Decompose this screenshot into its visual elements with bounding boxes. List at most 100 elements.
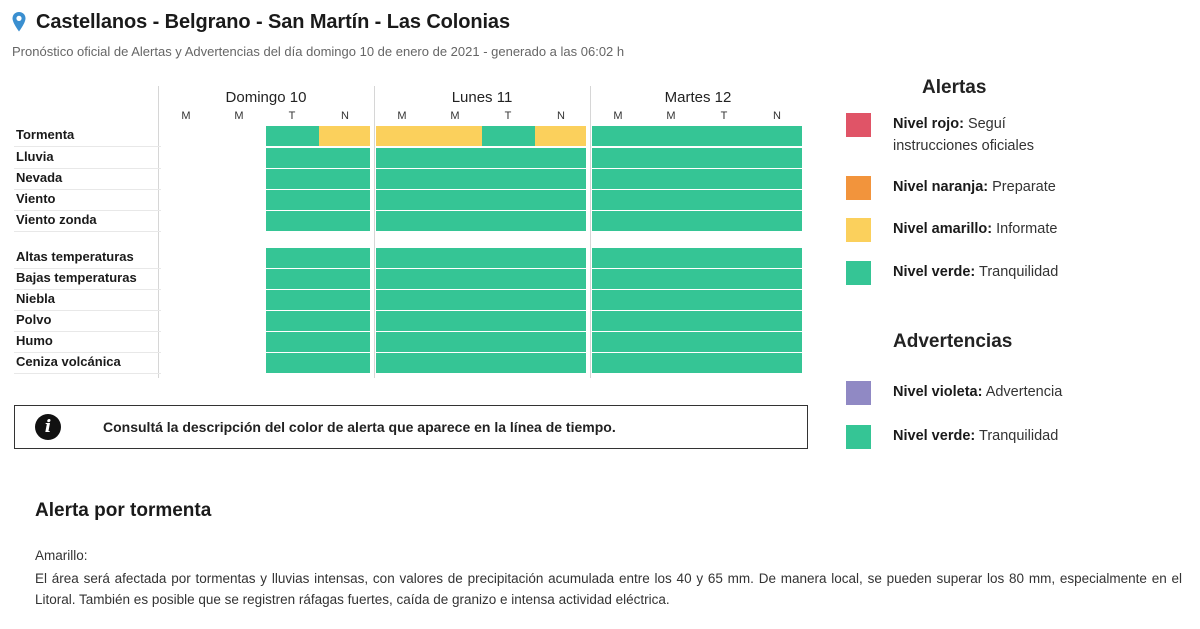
timeline-cell[interactable] [319, 169, 370, 189]
timeline-cell[interactable] [266, 248, 319, 268]
timeline-cell[interactable] [376, 248, 429, 268]
timeline-cell[interactable] [645, 148, 698, 168]
timeline-cell[interactable] [376, 148, 429, 168]
timeline-cell[interactable] [751, 190, 802, 210]
timeline-cell[interactable] [482, 169, 535, 189]
timeline-cell[interactable] [376, 211, 429, 231]
timeline-cell[interactable] [535, 248, 586, 268]
timeline-cell[interactable] [751, 311, 802, 331]
timeline-cell[interactable] [535, 269, 586, 289]
timeline-cell[interactable] [645, 353, 698, 373]
timeline-cell[interactable] [482, 211, 535, 231]
timeline-cell[interactable] [319, 290, 370, 310]
timeline-cell[interactable] [429, 332, 482, 352]
timeline-cell[interactable] [319, 190, 370, 210]
timeline-cell[interactable] [482, 190, 535, 210]
timeline-cell[interactable] [592, 353, 645, 373]
timeline-cell[interactable] [535, 190, 586, 210]
timeline-cell[interactable] [535, 169, 586, 189]
timeline-cell[interactable] [429, 290, 482, 310]
timeline-cell[interactable] [535, 311, 586, 331]
timeline-cell[interactable] [429, 148, 482, 168]
timeline-cell[interactable] [376, 190, 429, 210]
timeline-cell[interactable] [592, 126, 645, 146]
timeline-cell[interactable] [645, 332, 698, 352]
timeline-cell[interactable] [535, 148, 586, 168]
timeline-cell[interactable] [376, 332, 429, 352]
timeline-cell[interactable] [266, 169, 319, 189]
timeline-cell[interactable] [376, 169, 429, 189]
timeline-cell[interactable] [266, 269, 319, 289]
timeline-cell[interactable] [266, 353, 319, 373]
timeline-cell[interactable] [482, 126, 535, 146]
timeline-cell[interactable] [376, 126, 429, 146]
timeline-cell[interactable] [376, 353, 429, 373]
timeline-cell[interactable] [698, 332, 751, 352]
timeline-cell[interactable] [376, 269, 429, 289]
timeline-cell[interactable] [645, 211, 698, 231]
timeline-cell[interactable] [266, 311, 319, 331]
timeline-cell[interactable] [429, 311, 482, 331]
timeline-cell[interactable] [482, 148, 535, 168]
timeline-cell[interactable] [751, 169, 802, 189]
timeline-cell[interactable] [751, 290, 802, 310]
timeline-cell[interactable] [429, 126, 482, 146]
timeline-cell[interactable] [319, 311, 370, 331]
timeline-cell[interactable] [645, 169, 698, 189]
timeline-cell[interactable] [535, 211, 586, 231]
timeline-cell[interactable] [698, 248, 751, 268]
timeline-cell[interactable] [592, 169, 645, 189]
timeline-cell[interactable] [319, 148, 370, 168]
timeline-cell[interactable] [376, 311, 429, 331]
timeline-cell[interactable] [319, 332, 370, 352]
timeline-cell[interactable] [535, 126, 586, 146]
timeline-cell[interactable] [592, 311, 645, 331]
timeline-cell[interactable] [429, 190, 482, 210]
timeline-cell[interactable] [645, 190, 698, 210]
timeline-cell[interactable] [535, 290, 586, 310]
timeline-cell[interactable] [429, 248, 482, 268]
timeline-cell[interactable] [266, 211, 319, 231]
timeline-cell[interactable] [698, 290, 751, 310]
timeline-cell[interactable] [535, 353, 586, 373]
timeline-cell[interactable] [751, 148, 802, 168]
timeline-cell[interactable] [482, 290, 535, 310]
timeline-cell[interactable] [592, 211, 645, 231]
timeline-cell[interactable] [751, 269, 802, 289]
timeline-cell[interactable] [319, 353, 370, 373]
timeline-cell[interactable] [319, 211, 370, 231]
timeline-cell[interactable] [429, 169, 482, 189]
timeline-cell[interactable] [751, 332, 802, 352]
timeline-cell[interactable] [698, 190, 751, 210]
timeline-cell[interactable] [698, 269, 751, 289]
timeline-cell[interactable] [698, 126, 751, 146]
timeline-cell[interactable] [698, 148, 751, 168]
timeline-cell[interactable] [319, 248, 370, 268]
timeline-cell[interactable] [698, 211, 751, 231]
timeline-cell[interactable] [429, 353, 482, 373]
timeline-cell[interactable] [482, 269, 535, 289]
timeline-cell[interactable] [592, 332, 645, 352]
timeline-cell[interactable] [751, 126, 802, 146]
timeline-cell[interactable] [376, 290, 429, 310]
timeline-cell[interactable] [751, 211, 802, 231]
timeline-cell[interactable] [698, 353, 751, 373]
timeline-cell[interactable] [592, 269, 645, 289]
timeline-cell[interactable] [751, 353, 802, 373]
timeline-cell[interactable] [429, 269, 482, 289]
timeline-cell[interactable] [482, 248, 535, 268]
timeline-cell[interactable] [645, 290, 698, 310]
timeline-cell[interactable] [645, 311, 698, 331]
timeline-cell[interactable] [266, 148, 319, 168]
timeline-cell[interactable] [535, 332, 586, 352]
timeline-cell[interactable] [751, 248, 802, 268]
timeline-cell[interactable] [592, 148, 645, 168]
timeline-cell[interactable] [645, 248, 698, 268]
timeline-cell[interactable] [645, 269, 698, 289]
timeline-cell[interactable] [266, 290, 319, 310]
timeline-cell[interactable] [698, 311, 751, 331]
timeline-cell[interactable] [645, 126, 698, 146]
timeline-cell[interactable] [429, 211, 482, 231]
timeline-cell[interactable] [482, 311, 535, 331]
timeline-cell[interactable] [592, 248, 645, 268]
